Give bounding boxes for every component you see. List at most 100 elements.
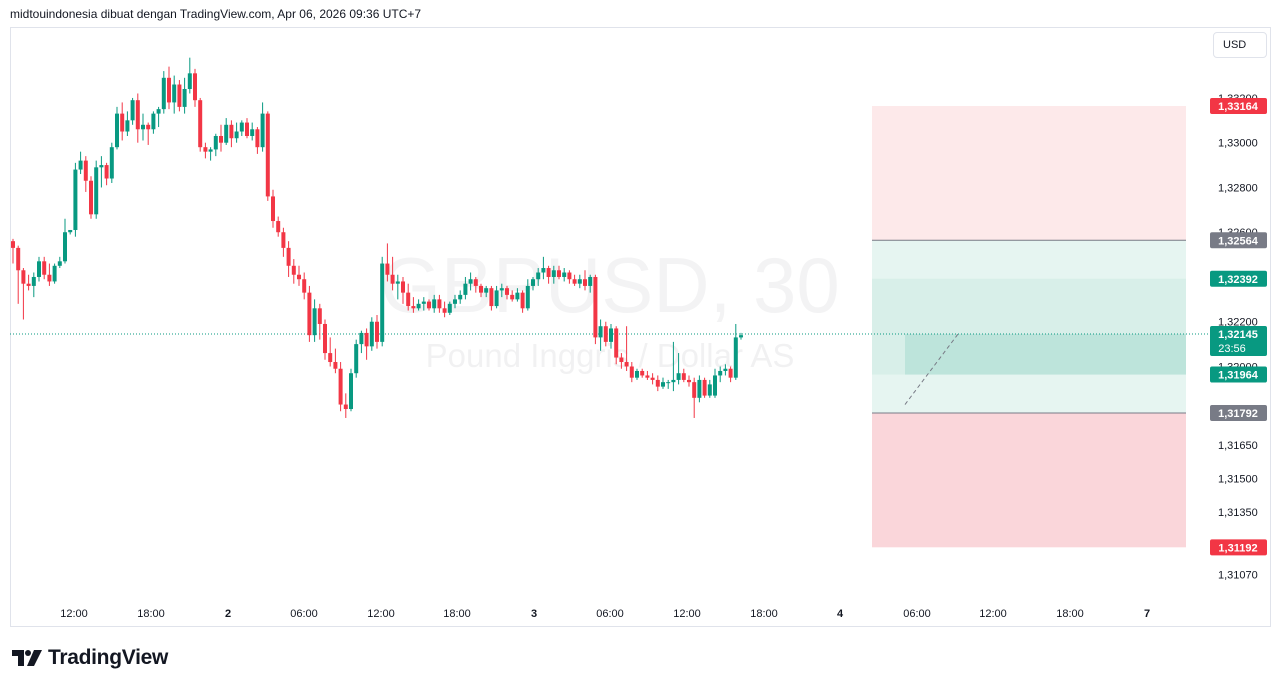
candle [78, 151, 83, 175]
candle-body [265, 113, 270, 197]
candle [57, 256, 62, 269]
candle-body [328, 353, 333, 363]
candle [343, 393, 348, 418]
candle-series [11, 57, 743, 418]
candle-body [369, 321, 374, 347]
current-price-label-bg [1210, 326, 1267, 357]
countdown-timer: 23:56 [1218, 343, 1246, 355]
entry-lower-label-bg [1210, 405, 1267, 422]
candle-body [505, 288, 509, 295]
candle [661, 377, 665, 389]
candle [458, 290, 463, 304]
candle [291, 259, 296, 284]
candle [557, 265, 561, 280]
candle [328, 337, 333, 367]
candle [234, 122, 239, 143]
candle [177, 80, 182, 112]
candle [250, 122, 255, 141]
candle [286, 241, 291, 277]
candle [161, 71, 166, 114]
brand-name: TradingView [48, 646, 169, 669]
candle-body [437, 299, 442, 309]
currency-button[interactable]: USD [1213, 32, 1267, 58]
current-price-label: 1,32145 23:56 [1210, 326, 1267, 357]
candle-body [219, 135, 223, 143]
candle-body [68, 229, 73, 233]
candle-body [577, 279, 582, 284]
candle-body [161, 77, 166, 110]
candle [416, 299, 421, 311]
candle [531, 276, 535, 291]
candle-body [73, 169, 78, 230]
time-tick-label: 12:00 [673, 608, 701, 620]
candle-body [333, 362, 338, 369]
candle-body [203, 147, 208, 152]
candle-body [52, 265, 57, 282]
candle [640, 368, 645, 378]
time-axis-ticks: 12:00 18:00 2 06:00 12:00 18:00 3 06:00 12:00 18:… [60, 608, 1150, 620]
candle-body [11, 241, 15, 248]
candle-body [723, 368, 728, 371]
candle-body [42, 261, 47, 275]
candle [375, 315, 379, 349]
time-tick-label: 12:00 [367, 608, 395, 620]
candle [380, 256, 385, 347]
stop-upper-label-bg [1210, 98, 1267, 115]
candle-body [130, 100, 135, 121]
candle [385, 243, 390, 282]
time-tick-label: 12:00 [60, 608, 88, 620]
candle [354, 339, 359, 378]
candle [437, 294, 442, 313]
candle-body [562, 272, 567, 277]
candle [395, 274, 400, 300]
candle-body [380, 263, 385, 342]
candle [479, 283, 483, 298]
candle-body [135, 100, 140, 130]
candle [349, 368, 353, 412]
price-tick-label: 1,31500 [1218, 473, 1258, 485]
position-zones [872, 106, 1186, 548]
candle [16, 245, 21, 304]
candle [323, 319, 327, 360]
candle [609, 323, 613, 349]
candle-body [551, 270, 556, 277]
candle [338, 362, 343, 412]
candle [31, 272, 36, 298]
candle [281, 227, 286, 257]
candle-body [598, 326, 603, 338]
candle-body [697, 379, 702, 398]
candle [473, 276, 478, 293]
candle-body [317, 308, 322, 324]
stop-lower-label-text: 1,31192 [1218, 542, 1257, 554]
candle [245, 118, 249, 139]
candle [702, 377, 707, 398]
time-tick-label: 18:00 [750, 608, 778, 620]
candle-body [692, 382, 697, 398]
candle [666, 379, 671, 389]
candle-body [375, 321, 379, 342]
candle-body [182, 88, 187, 107]
candle-body [713, 375, 717, 396]
candle-body [531, 279, 535, 286]
stop-lower-label-bg [1210, 539, 1267, 556]
candle-body [499, 288, 504, 291]
brand: TradingView [12, 646, 168, 670]
time-tick-label: 18:00 [443, 608, 471, 620]
target-lower-label: 1,31964 [1210, 366, 1267, 383]
candle [37, 256, 41, 282]
candle-body [484, 288, 489, 293]
candle-body [255, 129, 260, 148]
candle [369, 317, 374, 351]
watermark-description: Pound Inggris / Dollar AS [426, 337, 795, 374]
candle-body [286, 247, 291, 266]
candle-body [31, 276, 36, 286]
candle [588, 274, 593, 293]
candle-body [655, 379, 660, 387]
candle [598, 319, 603, 351]
candle [463, 276, 468, 300]
candle-body [141, 124, 145, 130]
candle [208, 147, 213, 161]
candle [297, 265, 301, 286]
candle [73, 162, 78, 237]
